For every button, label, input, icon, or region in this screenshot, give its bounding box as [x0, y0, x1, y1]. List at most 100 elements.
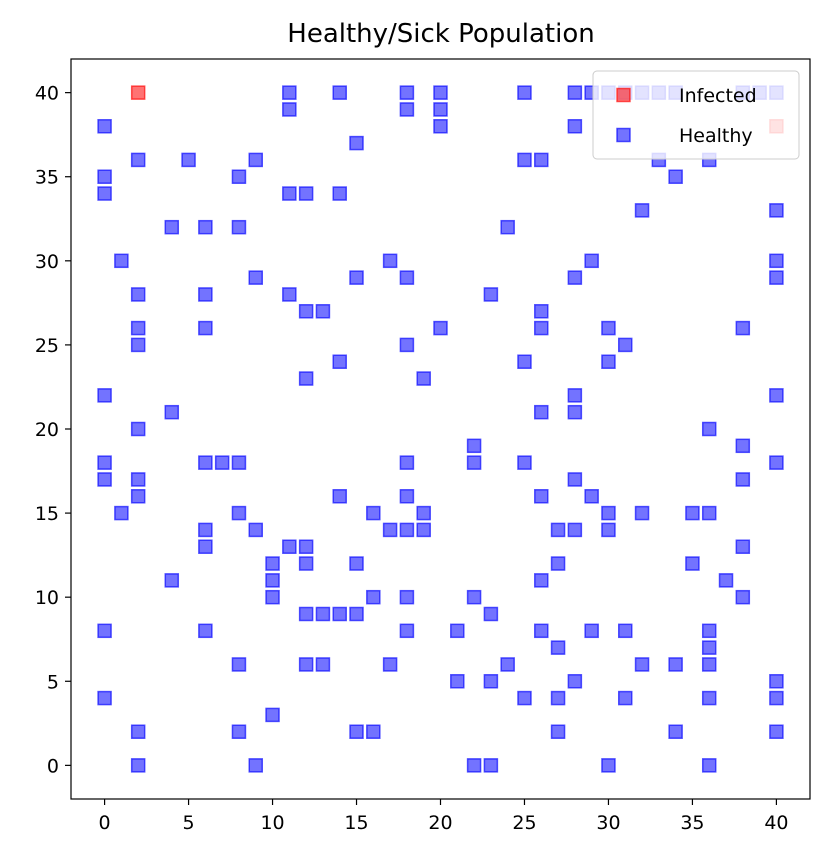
healthy-point — [399, 85, 415, 100]
healthy-point — [567, 85, 583, 100]
healthy-point — [567, 522, 583, 538]
healthy-point — [668, 657, 683, 672]
healthy-point — [517, 85, 532, 100]
healthy-point — [198, 455, 213, 470]
legend-box — [592, 70, 800, 160]
healthy-point — [130, 320, 146, 336]
healthy-point — [718, 573, 734, 588]
healthy-point — [130, 421, 146, 437]
healthy-point — [332, 354, 347, 369]
healthy-point — [567, 472, 583, 487]
healthy-point — [601, 758, 616, 773]
healthy-point — [769, 270, 784, 285]
chart-title: Healthy/Sick Population — [287, 19, 594, 49]
healthy-point — [701, 623, 717, 639]
healthy-point — [769, 455, 784, 470]
healthy-point — [450, 623, 465, 639]
healthy-point — [735, 539, 751, 554]
healthy-point — [298, 304, 314, 319]
healthy-point — [701, 505, 717, 521]
healthy-point — [668, 724, 683, 739]
x-tick-label: 25 — [512, 812, 536, 834]
healthy-point — [399, 337, 415, 353]
healthy-point — [298, 539, 314, 554]
healthy-point — [164, 573, 180, 588]
healthy-point — [567, 388, 583, 403]
healthy-point — [483, 758, 499, 773]
healthy-point — [399, 455, 415, 470]
healthy-point — [315, 657, 331, 672]
healthy-point — [265, 589, 280, 605]
healthy-point — [130, 758, 146, 773]
x-tick-label: 0 — [99, 812, 111, 834]
healthy-point — [349, 556, 364, 571]
healthy-point — [466, 438, 482, 454]
healthy-point — [214, 455, 230, 470]
healthy-point — [534, 320, 549, 336]
healthy-point — [685, 556, 700, 571]
infected-point — [130, 85, 146, 100]
healthy-point — [248, 522, 263, 538]
healthy-point — [433, 85, 448, 100]
x-tick-label: 30 — [596, 812, 620, 834]
healthy-point — [298, 657, 314, 672]
healthy-point — [315, 304, 331, 319]
healthy-point — [567, 119, 583, 134]
healthy-point — [668, 169, 683, 184]
healthy-point — [265, 556, 280, 571]
healthy-point — [416, 371, 431, 386]
healthy-point — [198, 320, 213, 336]
healthy-point — [198, 623, 213, 639]
healthy-point — [97, 455, 112, 470]
healthy-point — [97, 119, 112, 134]
healthy-point — [618, 623, 633, 639]
healthy-point — [601, 354, 616, 369]
healthy-point — [634, 203, 650, 218]
healthy-point — [349, 135, 364, 151]
healthy-point — [701, 657, 717, 672]
healthy-point — [114, 253, 129, 269]
healthy-point — [450, 674, 465, 689]
y-tick-label: 0 — [47, 755, 59, 777]
healthy-point — [231, 169, 247, 184]
healthy-point — [130, 152, 146, 168]
healthy-point — [298, 556, 314, 571]
healthy-point — [618, 337, 633, 353]
healthy-point — [735, 472, 751, 487]
healthy-point — [534, 404, 549, 420]
healthy-point — [534, 489, 549, 504]
healthy-point — [433, 102, 448, 117]
healthy-point — [769, 674, 784, 689]
healthy-point — [517, 152, 532, 168]
healthy-point — [466, 455, 482, 470]
healthy-point — [550, 724, 566, 739]
healthy-point — [282, 85, 297, 100]
healthy-point — [349, 606, 364, 622]
healthy-point — [517, 690, 532, 706]
healthy-point — [366, 505, 381, 521]
healthy-point — [416, 522, 431, 538]
healthy-point — [701, 690, 717, 706]
healthy-point — [349, 724, 364, 739]
healthy-point — [433, 119, 448, 134]
healthy-point — [382, 253, 398, 269]
healthy-point — [618, 690, 633, 706]
y-tick-label: 35 — [35, 167, 59, 189]
healthy-point — [567, 674, 583, 689]
healthy-point — [500, 657, 515, 672]
healthy-point — [282, 539, 297, 554]
y-axis: 0 5 10 15 20 25 30 35 40 — [35, 83, 71, 777]
healthy-point — [416, 505, 431, 521]
healthy-point — [231, 657, 247, 672]
healthy-point — [534, 152, 549, 168]
healthy-point — [97, 623, 112, 639]
healthy-point — [483, 287, 499, 302]
healthy-point — [769, 690, 784, 706]
healthy-point — [114, 505, 129, 521]
healthy-point — [701, 758, 717, 773]
healthy-point — [634, 657, 650, 672]
healthy-point — [198, 539, 213, 554]
healthy-point — [701, 640, 717, 655]
healthy-point — [97, 690, 112, 706]
